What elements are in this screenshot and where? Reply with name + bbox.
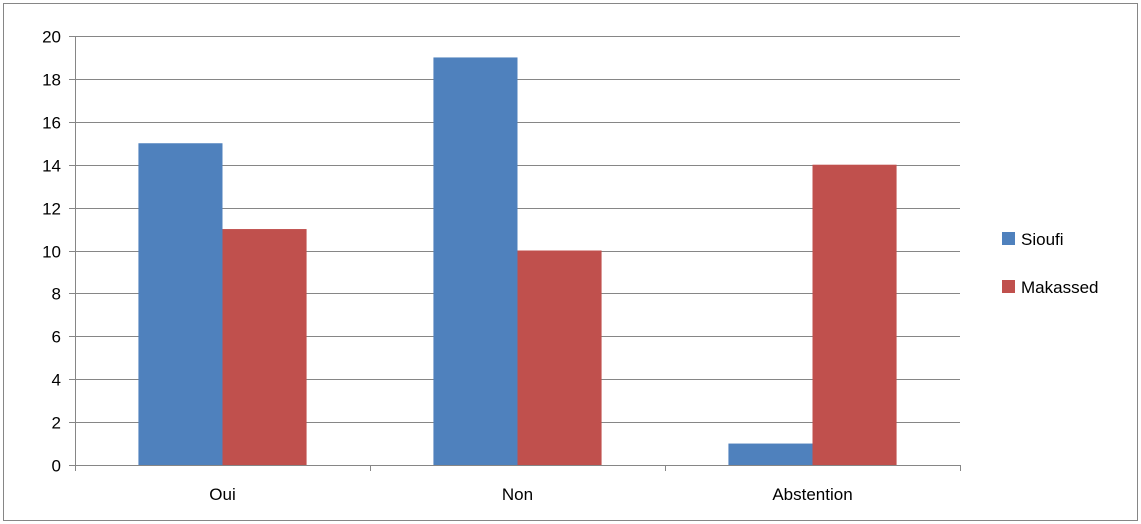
y-tick-label: 6 <box>52 328 61 347</box>
legend-label: Sioufi <box>1021 230 1064 249</box>
legend-swatch <box>1002 280 1015 293</box>
x-tick-label: Oui <box>209 485 235 504</box>
x-tick-labels: Oui Non Abstention <box>209 485 852 504</box>
legend: Sioufi Makassed <box>1002 230 1098 297</box>
legend-item-sioufi: Sioufi <box>1002 230 1064 249</box>
bar-sioufi-abstention <box>728 443 813 465</box>
bar-sioufi-oui <box>138 143 223 465</box>
y-tick-label: 20 <box>42 28 61 47</box>
bar-makassed-abstention <box>812 164 897 465</box>
legend-item-makassed: Makassed <box>1002 278 1098 297</box>
y-tick-label: 4 <box>52 371 61 390</box>
y-tick-label: 10 <box>42 243 61 262</box>
bar-makassed-non <box>517 250 602 465</box>
axes <box>69 36 961 471</box>
y-tick-label: 16 <box>42 114 61 133</box>
y-tick-label: 8 <box>52 285 61 304</box>
y-tick-label: 14 <box>42 157 61 176</box>
y-tick-label: 12 <box>42 200 61 219</box>
y-tick-label: 18 <box>42 71 61 90</box>
y-tick-label: 0 <box>52 457 61 476</box>
bar-makassed-oui <box>222 229 307 465</box>
legend-swatch <box>1002 232 1015 245</box>
y-tick-labels: 0 2 4 6 8 10 12 14 16 18 20 <box>42 28 61 476</box>
legend-label: Makassed <box>1021 278 1098 297</box>
bar-sioufi-non <box>433 57 518 465</box>
x-tick-label: Non <box>502 485 533 504</box>
y-tick-label: 2 <box>52 414 61 433</box>
bars <box>138 57 897 465</box>
x-tick-label: Abstention <box>772 485 852 504</box>
